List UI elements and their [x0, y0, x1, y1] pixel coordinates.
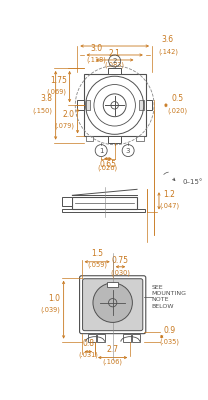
Bar [88, 334, 95, 342]
Circle shape [93, 283, 132, 322]
FancyBboxPatch shape [80, 276, 146, 334]
Bar [132, 334, 140, 342]
Text: (.026): (.026) [98, 164, 118, 171]
Text: (.035): (.035) [160, 339, 180, 345]
Text: SEE
MOUNTING
NOTE
BELOW: SEE MOUNTING NOTE BELOW [152, 285, 187, 308]
Bar [97, 334, 104, 342]
Bar [108, 68, 121, 74]
Text: 0.8: 0.8 [82, 339, 94, 348]
Text: (.106): (.106) [103, 358, 123, 365]
Text: (.142): (.142) [158, 48, 178, 54]
Bar [86, 136, 93, 140]
Text: 0–15°: 0–15° [182, 179, 203, 185]
Bar [108, 282, 118, 287]
Bar [72, 197, 137, 209]
Bar [146, 100, 152, 110]
Text: 0.5: 0.5 [172, 94, 184, 103]
Text: 3.6: 3.6 [162, 35, 174, 44]
Text: (.047): (.047) [159, 203, 179, 209]
Text: 3.0: 3.0 [91, 44, 103, 53]
Text: 1: 1 [99, 148, 103, 154]
Text: 3.8: 3.8 [41, 94, 53, 103]
Bar [86, 100, 90, 110]
Text: 2.7: 2.7 [107, 344, 119, 354]
Text: 2.1: 2.1 [109, 49, 121, 58]
FancyBboxPatch shape [83, 279, 143, 331]
Text: 2: 2 [113, 58, 117, 64]
Text: (.059): (.059) [87, 262, 107, 268]
Bar [108, 136, 121, 143]
Bar [136, 136, 144, 140]
Text: 1.75: 1.75 [50, 76, 67, 85]
Text: (.030): (.030) [110, 270, 130, 276]
Text: (.020): (.020) [168, 107, 188, 114]
Text: 3: 3 [126, 148, 130, 154]
Text: 2.0: 2.0 [63, 110, 75, 119]
Bar [62, 209, 145, 212]
Text: 0.75: 0.75 [112, 256, 129, 265]
Text: 0.9: 0.9 [164, 326, 176, 335]
Bar [84, 74, 146, 136]
Bar [62, 197, 72, 206]
Text: 1.2: 1.2 [163, 190, 175, 199]
Text: (.118): (.118) [87, 57, 107, 64]
Text: (.031): (.031) [78, 352, 98, 358]
Bar [123, 334, 131, 342]
Text: (.039): (.039) [41, 307, 61, 313]
Text: (.083): (.083) [105, 62, 125, 68]
Text: 1.0: 1.0 [49, 294, 61, 303]
Text: (.150): (.150) [33, 107, 53, 114]
Bar [77, 100, 84, 110]
Bar [139, 100, 144, 110]
Text: 0.65: 0.65 [99, 160, 116, 168]
Text: (.069): (.069) [47, 89, 67, 95]
Text: 1.5: 1.5 [91, 249, 103, 258]
Text: (.079): (.079) [54, 123, 75, 129]
